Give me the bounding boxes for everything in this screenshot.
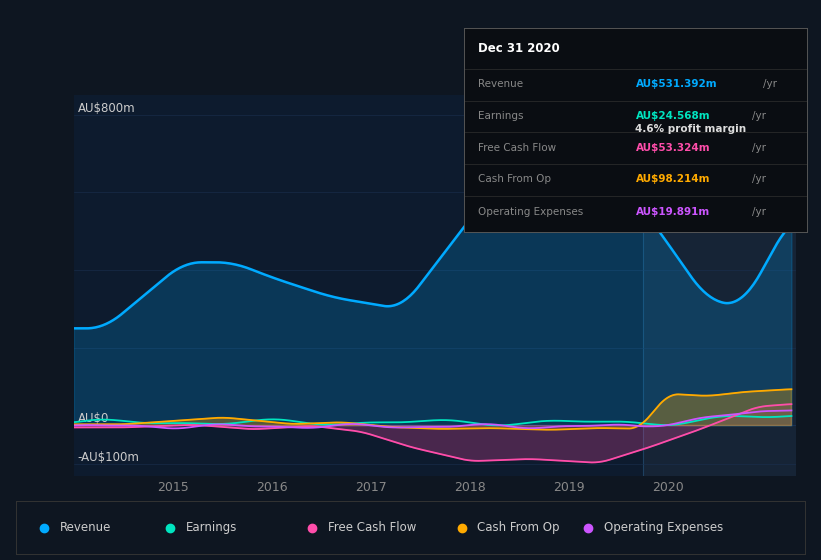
Text: Free Cash Flow: Free Cash Flow <box>478 143 556 152</box>
Text: 4.6% profit margin: 4.6% profit margin <box>635 124 746 134</box>
Text: Revenue: Revenue <box>478 79 523 89</box>
Text: AU$531.392m: AU$531.392m <box>635 79 717 89</box>
Text: AU$53.324m: AU$53.324m <box>635 143 710 152</box>
Text: /yr: /yr <box>752 207 766 217</box>
Text: Operating Expenses: Operating Expenses <box>478 207 583 217</box>
Text: /yr: /yr <box>752 143 766 152</box>
Text: Earnings: Earnings <box>186 521 237 534</box>
Text: AU$24.568m: AU$24.568m <box>635 111 710 121</box>
Text: Earnings: Earnings <box>478 111 523 121</box>
Text: /yr: /yr <box>752 111 766 121</box>
Text: AU$800m: AU$800m <box>77 101 135 115</box>
Text: AU$98.214m: AU$98.214m <box>635 174 710 184</box>
Text: Revenue: Revenue <box>60 521 111 534</box>
Text: Cash From Op: Cash From Op <box>478 521 560 534</box>
Text: Dec 31 2020: Dec 31 2020 <box>478 43 559 55</box>
Text: AU$0: AU$0 <box>77 413 109 426</box>
Text: /yr: /yr <box>752 174 766 184</box>
Text: AU$19.891m: AU$19.891m <box>635 207 709 217</box>
Text: -AU$100m: -AU$100m <box>77 451 140 464</box>
Text: Cash From Op: Cash From Op <box>478 174 551 184</box>
Text: Free Cash Flow: Free Cash Flow <box>328 521 416 534</box>
Text: Operating Expenses: Operating Expenses <box>603 521 722 534</box>
Bar <box>643 95 796 476</box>
Text: /yr: /yr <box>764 79 777 89</box>
